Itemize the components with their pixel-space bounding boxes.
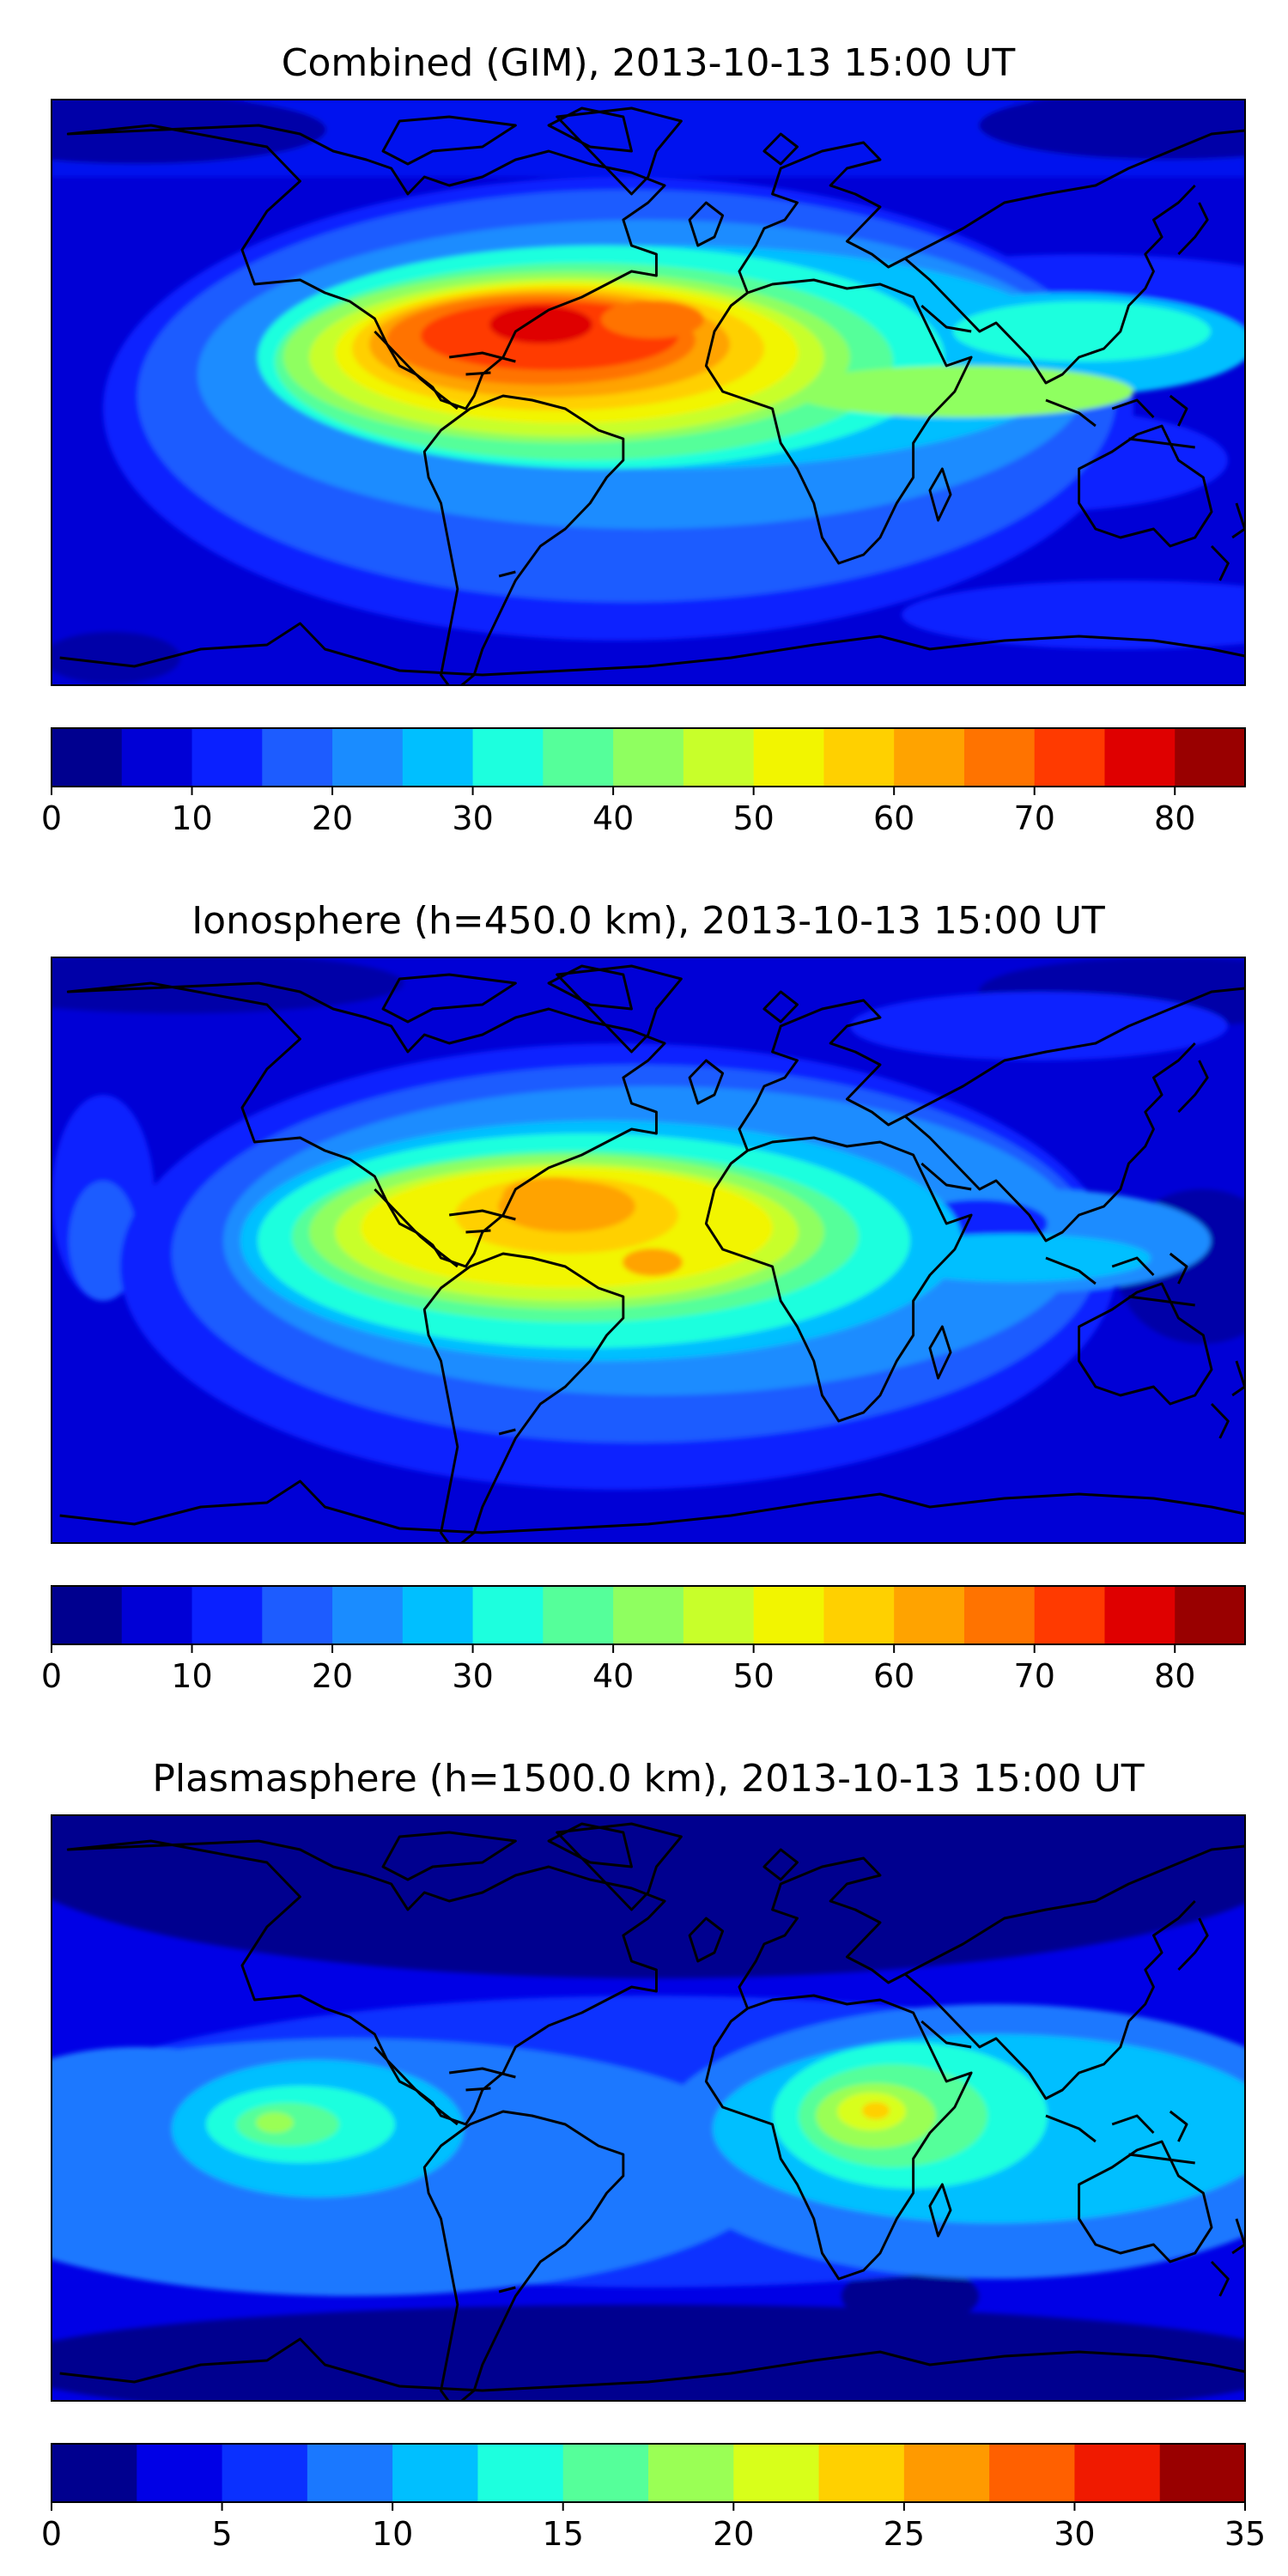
world-map: [52, 957, 1245, 1543]
colorbar-segment: [753, 728, 825, 787]
map-frame: [51, 99, 1246, 686]
colorbar-segment: [262, 728, 333, 787]
colorbar-tick-label: 70: [1014, 1657, 1055, 1695]
colorbar-segment: [402, 728, 474, 787]
colorbar-segment: [137, 2444, 223, 2502]
colorbar-tick-label: 20: [312, 1657, 353, 1695]
colorbar: 0 10 20 30 40 50 60 70 80: [41, 1585, 1246, 1695]
world-map: [52, 1815, 1245, 2401]
map-frame: [51, 1814, 1246, 2402]
colorbar-segment: [1074, 2444, 1161, 2502]
colorbar-tick-label: 80: [1154, 799, 1195, 837]
colorbar-segment: [613, 1586, 684, 1644]
colorbar-segment: [963, 728, 1036, 787]
colorbar-segment: [392, 2444, 479, 2502]
colorbar-segment: [823, 1586, 895, 1644]
colorbar-segment: [191, 1586, 263, 1644]
colorbar-segment: [894, 728, 965, 787]
colorbar-segment: [733, 2444, 820, 2502]
colorbar-tick-label: 25: [884, 2515, 925, 2553]
colorbar-segment: [332, 1586, 404, 1644]
colorbar-segment: [121, 1586, 193, 1644]
map-frame: [51, 957, 1246, 1544]
colorbar-segment: [1034, 1586, 1106, 1644]
colorbar-tick-label: 10: [372, 2515, 413, 2553]
colorbar-tick-label: 30: [452, 799, 493, 837]
colorbar-segment: [477, 2444, 564, 2502]
colorbar-tick-label: 60: [873, 799, 914, 837]
colorbar-segment: [222, 2444, 308, 2502]
colorbar-tick-label: 40: [592, 1657, 634, 1695]
colorbar-segment: [1175, 1586, 1246, 1644]
colorbar-tick-label: 15: [543, 2515, 584, 2553]
colorbar-tick-label: 10: [171, 799, 212, 837]
colorbar-tick-label: 40: [592, 799, 634, 837]
colorbar: 0 5 10 15 20 25 30 35: [41, 2443, 1266, 2553]
colorbar-segment: [894, 1586, 965, 1644]
colorbar-tick-label: 60: [873, 1657, 914, 1695]
colorbar-segment: [823, 728, 895, 787]
colorbar-segment: [648, 2444, 734, 2502]
colorbar-segment: [562, 2444, 649, 2502]
colorbar-segment: [402, 1586, 474, 1644]
colorbar-segment: [963, 1586, 1036, 1644]
colorbar-tick-label: 70: [1014, 799, 1055, 837]
colorbar-segment: [818, 2444, 905, 2502]
colorbar-segment: [191, 728, 263, 787]
colorbar-segment: [753, 1586, 825, 1644]
colorbar-segment: [543, 728, 614, 787]
colorbar-tick-label: 30: [1054, 2515, 1095, 2553]
colorbar-tick-label: 20: [312, 799, 353, 837]
colorbar-segment: [989, 2444, 1076, 2502]
colorbar-segment: [1104, 1586, 1176, 1644]
colorbar-segment: [1175, 728, 1246, 787]
colorbar-tick-label: 35: [1224, 2515, 1266, 2553]
colorbar-tick-label: 0: [41, 799, 62, 837]
colorbar-frame: [51, 1585, 1246, 1645]
colorbar-segment: [121, 728, 193, 787]
colorbar-segment: [683, 728, 755, 787]
panel-plasmasphere: Plasmasphere (h=1500.0 km), 2013-10-13 1…: [41, 1757, 1266, 2553]
colorbar-segment: [472, 1586, 544, 1644]
colorbar-tick-label: 50: [732, 799, 774, 837]
panel-title: Ionosphere (h=450.0 km), 2013-10-13 15:0…: [191, 899, 1105, 943]
panel-ionosphere: Ionosphere (h=450.0 km), 2013-10-13 15:0…: [41, 899, 1246, 1695]
world-map: [52, 100, 1245, 685]
colorbar-segment: [1104, 728, 1176, 787]
colorbar-tick-label: 30: [452, 1657, 493, 1695]
colorbar-segment: [52, 2444, 137, 2502]
colorbar-segment: [903, 2444, 990, 2502]
colorbar-tick-label: 10: [171, 1657, 212, 1695]
colorbar-tick-label: 20: [713, 2515, 754, 2553]
colorbar-frame: [51, 727, 1246, 787]
colorbar-segment: [52, 1586, 123, 1644]
colorbar-segment: [262, 1586, 333, 1644]
colorbar-segment: [472, 728, 544, 787]
colorbar-frame: [51, 2443, 1246, 2503]
colorbar-segment: [1159, 2444, 1246, 2502]
colorbar-tick-label: 5: [211, 2515, 232, 2553]
colorbar-segment: [52, 728, 123, 787]
panel-combined: Combined (GIM), 2013-10-13 15:00 UT: [41, 41, 1246, 837]
colorbar-tick-label: 0: [41, 1657, 62, 1695]
panel-title: Plasmasphere (h=1500.0 km), 2013-10-13 1…: [152, 1757, 1144, 1801]
colorbar-segment: [543, 1586, 614, 1644]
colorbar-tick-label: 80: [1154, 1657, 1195, 1695]
colorbar-segment: [683, 1586, 755, 1644]
colorbar-segment: [307, 2444, 393, 2502]
colorbar: 0 10 20 30 40 50 60 70 80: [41, 727, 1246, 837]
panel-title: Combined (GIM), 2013-10-13 15:00 UT: [282, 41, 1016, 85]
colorbar-tick-label: 0: [41, 2515, 62, 2553]
colorbar-tick-label: 50: [732, 1657, 774, 1695]
colorbar-segment: [332, 728, 404, 787]
colorbar-segment: [1034, 728, 1106, 787]
colorbar-segment: [613, 728, 684, 787]
